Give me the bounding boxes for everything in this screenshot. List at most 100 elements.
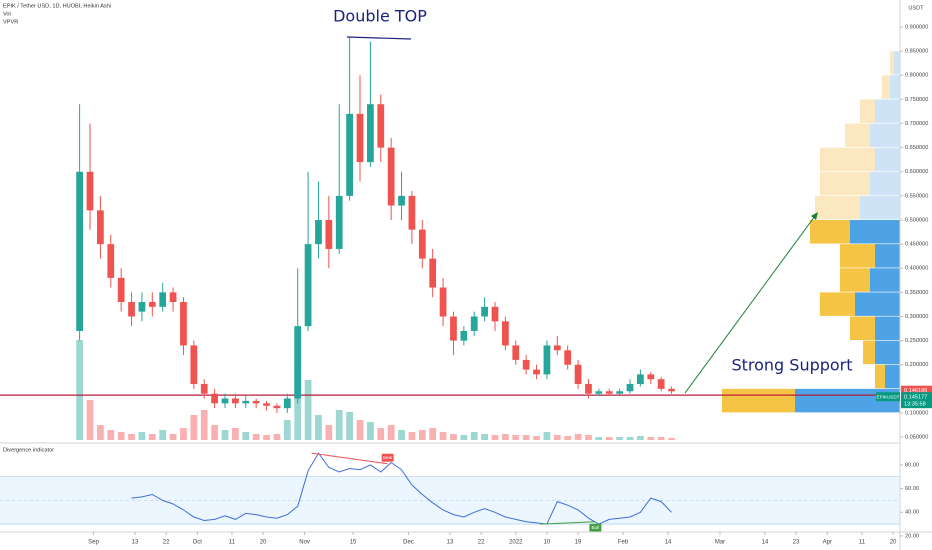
x-tick-label: 11 — [229, 540, 236, 546]
profile-up — [850, 220, 900, 244]
candle-body — [553, 345, 561, 351]
x-tick-label: Sep — [88, 540, 99, 546]
currency-label: USDT — [908, 5, 924, 11]
price-tag — [901, 385, 932, 395]
volume-bar — [128, 434, 135, 440]
candle-body — [418, 229, 426, 259]
volume-bar — [637, 436, 644, 440]
x-tick-label: 14 — [665, 540, 672, 546]
volume-bar — [211, 425, 218, 440]
y-tick-label: 0.250000 — [905, 338, 928, 344]
candle-body — [128, 302, 135, 317]
profile-down — [840, 244, 875, 268]
y-tick-label: 0.050000 — [905, 435, 928, 441]
volume-bar — [346, 412, 353, 440]
candle-body — [429, 258, 437, 288]
price-tag — [876, 392, 900, 402]
volume-bar — [200, 410, 208, 440]
double-top-line — [346, 36, 412, 40]
candle-body — [273, 405, 281, 409]
volume-bar — [335, 410, 343, 440]
volume-bar — [418, 430, 426, 440]
volume-bar — [180, 428, 187, 440]
y-tick-label: 0.300000 — [905, 314, 928, 320]
price-tag — [901, 392, 932, 409]
candle-body — [585, 384, 592, 394]
divergence-line — [539, 521, 596, 525]
divergence-tag-label: Bear — [383, 455, 393, 460]
volume-bar — [315, 415, 322, 440]
profile-up — [875, 244, 900, 268]
volume-bar — [616, 437, 623, 440]
volume-bar — [304, 380, 312, 440]
profile-up — [894, 51, 900, 75]
profile-down — [863, 340, 875, 365]
candle-body — [398, 195, 405, 206]
candle-body — [221, 398, 229, 404]
profile-down — [810, 220, 850, 244]
x-tick-label: Dec — [403, 540, 414, 546]
volume-bar — [273, 434, 281, 440]
candle-body — [408, 195, 416, 230]
profile-up — [875, 99, 900, 123]
x-tick-label: Oct — [193, 540, 203, 546]
double-top-label: Double TOP — [333, 7, 427, 26]
candle-body — [304, 244, 312, 327]
x-tick-label: Feb — [618, 540, 629, 546]
x-tick-label: 19 — [575, 540, 582, 546]
candle-body — [232, 398, 239, 404]
profile-up — [890, 75, 900, 99]
price-tag-value: 0.145177 — [904, 395, 927, 401]
volume-bar — [367, 422, 374, 440]
candle-body — [522, 359, 530, 370]
volume-bar — [242, 432, 250, 440]
x-tick-label: Apr — [823, 540, 832, 546]
volume-bar — [491, 435, 499, 440]
candle-body — [595, 391, 603, 394]
candle-body — [117, 277, 125, 303]
volume-bar — [522, 435, 530, 440]
volume-bar — [356, 420, 364, 440]
candle-body — [86, 171, 94, 211]
candle-body — [294, 326, 302, 399]
candle-body — [169, 292, 177, 303]
x-tick-label: 10 — [544, 540, 551, 546]
x-tick-label: 20 — [890, 540, 897, 546]
x-tick-label: 11 — [859, 540, 866, 546]
candle-body — [637, 374, 644, 385]
volume-bar — [470, 432, 478, 440]
divergence-tag — [381, 453, 394, 462]
candle-body — [346, 113, 353, 196]
y-tick-label: 0.550000 — [905, 193, 928, 199]
volume-bar — [377, 428, 385, 440]
price-tag-time: 13:35:58 — [904, 402, 926, 408]
profile-down — [875, 364, 885, 389]
candle-body — [263, 403, 270, 406]
candle-body — [97, 210, 104, 245]
candle-body — [439, 287, 447, 317]
volume-bar — [190, 415, 198, 440]
indicator-title: Divergence indicator — [3, 447, 54, 453]
divergence-line — [311, 452, 388, 465]
x-tick-label: 22 — [163, 540, 170, 546]
y-tick-label: 0.800000 — [905, 73, 928, 79]
y-tick-label: 0.350000 — [905, 290, 928, 296]
target-arrow — [684, 215, 816, 394]
profile-down — [820, 171, 870, 196]
price-tag-value: 0.146186 — [904, 388, 927, 394]
volume-bar — [481, 434, 488, 440]
x-tick-label: 22 — [478, 540, 485, 546]
profile-up — [870, 268, 900, 292]
volume-bar — [668, 438, 675, 440]
volume-bar — [263, 435, 270, 440]
volume-bar — [626, 437, 634, 440]
candle-body — [367, 104, 374, 163]
candle-body — [180, 302, 187, 346]
volume-bar — [502, 434, 509, 440]
candle-body — [76, 171, 83, 331]
strong-support-label: Strong Support — [731, 356, 852, 375]
volume-bar — [76, 340, 83, 440]
x-tick-label: 14 — [762, 540, 769, 546]
profile-down — [890, 51, 894, 75]
